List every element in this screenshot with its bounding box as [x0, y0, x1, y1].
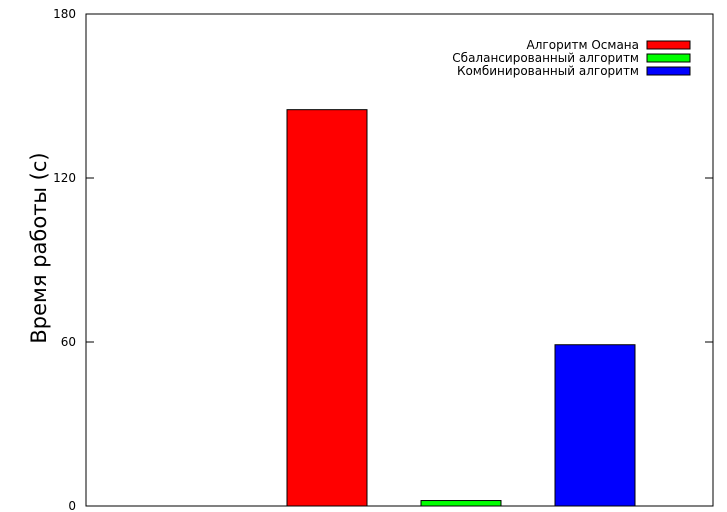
legend-swatch — [646, 66, 691, 76]
y-tick-label: 180 — [53, 7, 76, 21]
legend-label: Сбалансированный алгоритм — [452, 51, 639, 65]
y-tick-label: 120 — [53, 171, 76, 185]
bars — [286, 109, 636, 507]
bar — [554, 344, 636, 507]
legend-swatch — [646, 53, 691, 63]
legend-label: Алгоритм Османа — [527, 38, 639, 52]
bar — [420, 500, 502, 507]
bar — [286, 109, 368, 507]
legend-swatch — [646, 40, 691, 50]
y-axis-title: Время работы (с) — [27, 152, 51, 343]
legend-label: Комбинированный алгоритм — [457, 64, 639, 78]
plot-frame — [85, 13, 714, 507]
y-tick-label: 0 — [68, 499, 76, 512]
y-axis: 0 60 120 180 — [53, 7, 713, 512]
y-tick-label: 60 — [61, 335, 76, 349]
